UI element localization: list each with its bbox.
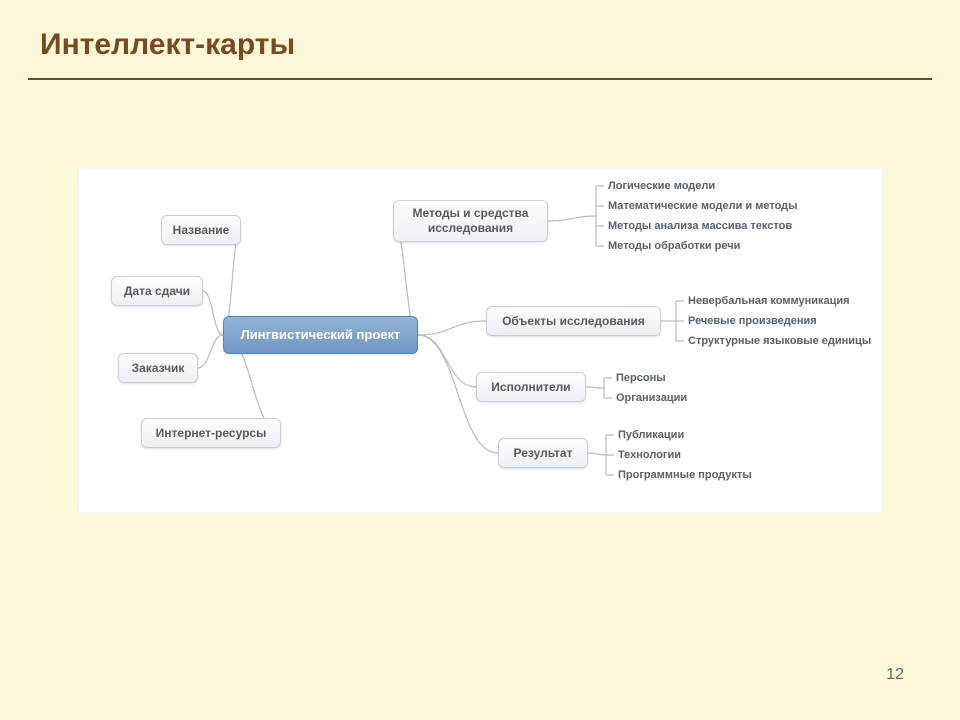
- mindmap-leaf-r1-0: Логические модели: [608, 181, 715, 192]
- mindmap-canvas: Лингвистический проект Название Дата сдачи…: [78, 168, 883, 513]
- mindmap-leaf-r4-1: Технологии: [618, 450, 681, 461]
- mindmap-leaf-r1-2: Методы анализа массива текстов: [608, 221, 792, 232]
- mindmap-node-r3: Исполнители: [476, 372, 586, 402]
- slide-title: Интеллект-карты: [40, 28, 295, 62]
- mindmap-node-l4: Интернет-ресурсы: [141, 418, 281, 448]
- mindmap-node-l2: Дата сдачи: [111, 276, 203, 306]
- mindmap-node-l1: Название: [161, 215, 241, 245]
- mindmap-node-r2: Объекты исследования: [486, 306, 661, 336]
- mindmap-node-root: Лингвистический проект: [223, 316, 418, 354]
- mindmap-leaf-r2-2: Структурные языковые единицы: [688, 336, 871, 347]
- mindmap-leaf-r1-3: Методы обработки речи: [608, 241, 740, 252]
- mindmap-leaf-r2-1: Речевые произведения: [688, 316, 817, 327]
- page-number: 12: [886, 666, 904, 684]
- mindmap-node-l3: Заказчик: [118, 353, 198, 383]
- title-divider: [28, 78, 932, 80]
- mindmap-leaf-r3-1: Организации: [616, 393, 687, 404]
- mindmap-leaf-r1-1: Математические модели и методы: [608, 201, 798, 212]
- mindmap-node-r1: Методы и средства исследования: [393, 200, 548, 242]
- mindmap-node-r4: Результат: [498, 438, 588, 468]
- mindmap-leaf-r3-0: Персоны: [616, 373, 666, 384]
- mindmap-leaf-r4-2: Программные продукты: [618, 470, 752, 481]
- mindmap-leaf-r4-0: Публикации: [618, 430, 684, 441]
- mindmap-leaf-r2-0: Невербальная коммуникация: [688, 296, 850, 307]
